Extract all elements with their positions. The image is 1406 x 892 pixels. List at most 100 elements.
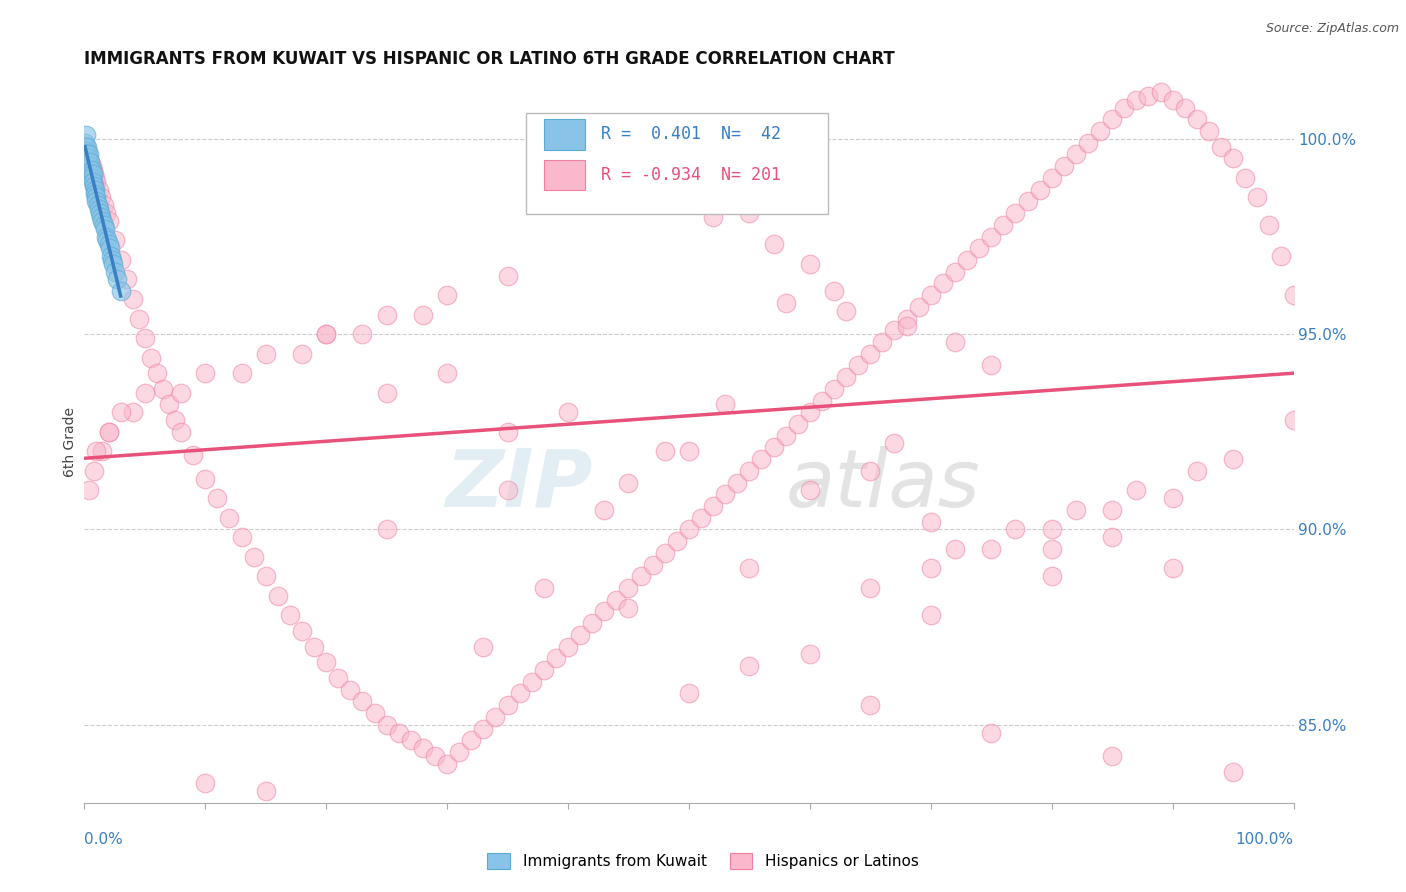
Point (363, 706, 385, 720)
Text: Source: ZipAtlas.com: Source: ZipAtlas.com (1265, 22, 1399, 36)
Point (460, 733, 482, 747)
Point (388, 725, 411, 739)
Point (82, 167, 104, 181)
Point (751, 452, 773, 467)
Point (375, 523, 398, 537)
Point (76, 152, 98, 166)
Point (883, 436, 905, 450)
Text: atlas: atlas (786, 446, 980, 524)
Point (943, 334, 966, 349)
Point (97, 425, 120, 439)
Point (956, 252, 979, 267)
Point (77, 147, 100, 161)
Point (315, 327, 337, 342)
Point (83, 183, 105, 197)
Point (907, 300, 929, 314)
Point (641, 183, 664, 197)
Point (1125, 483, 1147, 498)
Point (97, 214, 120, 228)
Point (94, 229, 117, 244)
Point (75, 144, 97, 158)
Point (89, 206, 111, 220)
Point (496, 425, 519, 439)
Point (86, 175, 108, 189)
Point (1174, 101, 1197, 115)
Point (846, 359, 869, 373)
Point (557, 640, 579, 654)
Point (593, 503, 616, 517)
Point (302, 640, 325, 654)
Point (76, 147, 98, 161)
Point (157, 397, 180, 411)
Point (110, 252, 132, 267)
Point (278, 608, 301, 623)
Point (1040, 523, 1063, 537)
Point (1040, 569, 1063, 583)
Point (104, 234, 127, 248)
Point (557, 405, 579, 419)
Point (75, 139, 97, 153)
Point (605, 592, 627, 607)
Point (738, 206, 761, 220)
Point (128, 311, 150, 326)
Point (75, 147, 97, 161)
Point (91, 444, 114, 458)
Point (84, 186, 107, 201)
Text: R = -0.934  N= 201: R = -0.934 N= 201 (600, 166, 780, 184)
Point (533, 581, 555, 595)
Point (799, 257, 821, 271)
Point (146, 366, 169, 380)
Point (1088, 124, 1111, 138)
Point (775, 296, 797, 310)
Point (1222, 764, 1244, 779)
Point (1185, 112, 1208, 127)
Point (1017, 194, 1039, 209)
Point (1209, 139, 1232, 153)
Point (1282, 413, 1305, 427)
Point (520, 674, 543, 689)
Point (105, 272, 128, 286)
Point (98, 241, 121, 255)
Point (77, 147, 100, 161)
Point (1161, 93, 1184, 107)
Point (87, 183, 110, 197)
Point (97, 425, 120, 439)
Point (291, 624, 314, 638)
Y-axis label: 6th Grade: 6th Grade (63, 407, 77, 476)
Point (77, 163, 100, 178)
Point (1270, 249, 1292, 263)
Point (1004, 206, 1026, 220)
Point (1040, 541, 1063, 556)
Point (811, 393, 834, 408)
Point (484, 710, 506, 724)
Point (375, 308, 398, 322)
Point (170, 425, 193, 439)
Point (80, 159, 103, 173)
Point (412, 308, 434, 322)
Point (932, 277, 955, 291)
Point (110, 284, 132, 298)
Point (1137, 89, 1160, 103)
Point (738, 659, 761, 673)
Point (79, 155, 101, 169)
Point (472, 722, 495, 736)
Point (1101, 748, 1123, 763)
Point (654, 546, 676, 560)
Point (80, 163, 103, 178)
Point (1040, 170, 1063, 185)
Point (835, 370, 858, 384)
Point (496, 483, 519, 498)
Point (690, 510, 713, 524)
Point (267, 589, 290, 603)
Point (90, 190, 112, 204)
Point (496, 268, 519, 283)
Point (725, 475, 748, 490)
Point (90, 210, 112, 224)
Point (339, 682, 361, 697)
Point (375, 717, 398, 731)
Point (165, 413, 187, 427)
Point (76, 155, 98, 169)
Point (352, 327, 374, 342)
Point (436, 366, 458, 380)
Point (76, 159, 98, 173)
